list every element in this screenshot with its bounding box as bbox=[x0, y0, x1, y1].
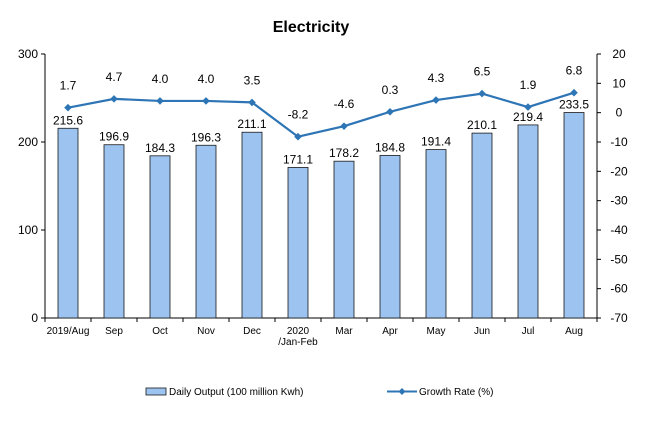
bar-value-label: 210.1 bbox=[467, 118, 497, 132]
growth-point-1 bbox=[110, 95, 118, 103]
x-tick-label: Aug bbox=[565, 326, 583, 337]
bar-6 bbox=[333, 160, 355, 319]
growth-point-3 bbox=[202, 97, 210, 105]
bar-5 bbox=[287, 167, 309, 319]
bar-3 bbox=[195, 144, 217, 319]
x-tick-label: 2019/Aug bbox=[47, 326, 90, 337]
bar-7 bbox=[379, 154, 401, 319]
growth-value-label: 6.8 bbox=[566, 64, 583, 78]
growth-value-label: 1.9 bbox=[520, 78, 537, 92]
left-tick-label: 100 bbox=[18, 223, 38, 237]
bar-value-label: 178.2 bbox=[329, 146, 359, 160]
x-tick-label: Apr bbox=[382, 326, 398, 337]
growth-value-label: 4.0 bbox=[152, 72, 169, 86]
x-tick-label: May bbox=[427, 326, 446, 337]
bar-4 bbox=[241, 131, 263, 319]
right-tick-label: 10 bbox=[612, 76, 626, 90]
legend-line-marker-icon bbox=[398, 388, 406, 395]
growth-point-6 bbox=[340, 122, 348, 130]
growth-value-label: 4.7 bbox=[106, 70, 123, 84]
bar-value-label: 191.4 bbox=[421, 135, 451, 149]
legend-bar-swatch bbox=[145, 387, 167, 396]
growth-value-label: 3.5 bbox=[244, 73, 261, 87]
growth-point-0 bbox=[64, 103, 72, 112]
left-tick-label: 0 bbox=[31, 311, 38, 325]
bar-2 bbox=[149, 155, 171, 319]
right-tick-label: 20 bbox=[612, 47, 626, 61]
bar-value-label: 233.5 bbox=[559, 98, 589, 112]
growth-point-11 bbox=[570, 88, 578, 97]
x-tick-label: 2020 bbox=[287, 326, 310, 337]
growth-point-9 bbox=[478, 89, 486, 98]
bars-group bbox=[57, 112, 585, 319]
right-tick-label: -60 bbox=[610, 282, 628, 296]
chart-title: Electricity bbox=[273, 19, 350, 36]
legend-bar-label: Daily Output (100 million Kwh) bbox=[169, 387, 304, 398]
right-tick-label: -50 bbox=[610, 252, 628, 266]
bar-value-label: 184.3 bbox=[145, 141, 175, 155]
growth-value-label: 6.5 bbox=[474, 65, 491, 79]
bar-value-label: 215.6 bbox=[53, 113, 83, 127]
right-tick-label: -20 bbox=[610, 164, 628, 178]
right-tick-label: -70 bbox=[610, 311, 628, 325]
x-tick-label: Oct bbox=[152, 326, 168, 337]
growth-point-5 bbox=[294, 132, 302, 141]
legend: Daily Output (100 million Kwh) Growth Ra… bbox=[145, 387, 493, 398]
bar-0 bbox=[57, 127, 79, 319]
bar-value-label: 184.8 bbox=[375, 140, 405, 154]
x-tick-labels: 2019/Aug Sep Oct Nov Dec 2020/Jan-Feb Mar Apr Ma… bbox=[47, 326, 583, 348]
growth-line-group bbox=[64, 88, 578, 141]
x-tick-label: Dec bbox=[243, 326, 261, 337]
bar-1 bbox=[103, 144, 125, 319]
growth-value-label: 4.0 bbox=[198, 72, 215, 86]
legend-line-label: Growth Rate (%) bbox=[419, 387, 493, 398]
right-tick-label: -40 bbox=[610, 223, 628, 237]
bar-value-label: 211.1 bbox=[237, 117, 266, 131]
growth-value-label: -4.6 bbox=[334, 97, 355, 111]
growth-value-label: 1.7 bbox=[60, 79, 77, 93]
left-tick-label: 200 bbox=[18, 135, 38, 149]
bar-8 bbox=[425, 149, 447, 319]
x-tick-label: Jul bbox=[522, 326, 535, 337]
growth-value-label: 4.3 bbox=[428, 71, 445, 85]
bar-value-label: 171.1 bbox=[283, 152, 313, 166]
x-tick-label: Mar bbox=[335, 326, 353, 337]
growth-point-8 bbox=[432, 96, 440, 104]
x-tick-label: Jun bbox=[474, 326, 490, 337]
growth-labels-group: 1.7 4.7 4.0 4.0 3.5 -8.2 -4.6 0.3 4.3 6.5 1.9 6.8 bbox=[60, 64, 583, 122]
x-tick-label: Nov bbox=[197, 326, 215, 337]
bar-value-label: 196.3 bbox=[191, 130, 221, 144]
right-tick-label: -10 bbox=[610, 135, 628, 149]
growth-value-label: -8.2 bbox=[288, 108, 309, 122]
growth-point-4 bbox=[248, 98, 256, 107]
growth-value-label: 0.3 bbox=[382, 83, 399, 97]
left-tick-label: 300 bbox=[18, 47, 38, 61]
growth-point-10 bbox=[524, 103, 532, 111]
bar-11 bbox=[563, 112, 585, 319]
bar-9 bbox=[471, 132, 493, 319]
right-tick-label: -30 bbox=[610, 194, 628, 208]
growth-rate-line bbox=[67, 91, 575, 138]
right-tick-label: 0 bbox=[616, 106, 623, 120]
bar-value-label: 196.9 bbox=[99, 130, 129, 144]
x-tick-label: /Jan-Feb bbox=[278, 337, 318, 348]
growth-point-2 bbox=[156, 97, 164, 105]
x-tick-label: Sep bbox=[105, 326, 123, 337]
bar-labels-group: 215.6 196.9 184.3 196.3 211.1 171.1 178.2 184.8… bbox=[53, 98, 589, 167]
growth-point-7 bbox=[386, 107, 394, 116]
bar-10 bbox=[517, 124, 539, 319]
bar-value-label: 219.4 bbox=[513, 110, 543, 124]
